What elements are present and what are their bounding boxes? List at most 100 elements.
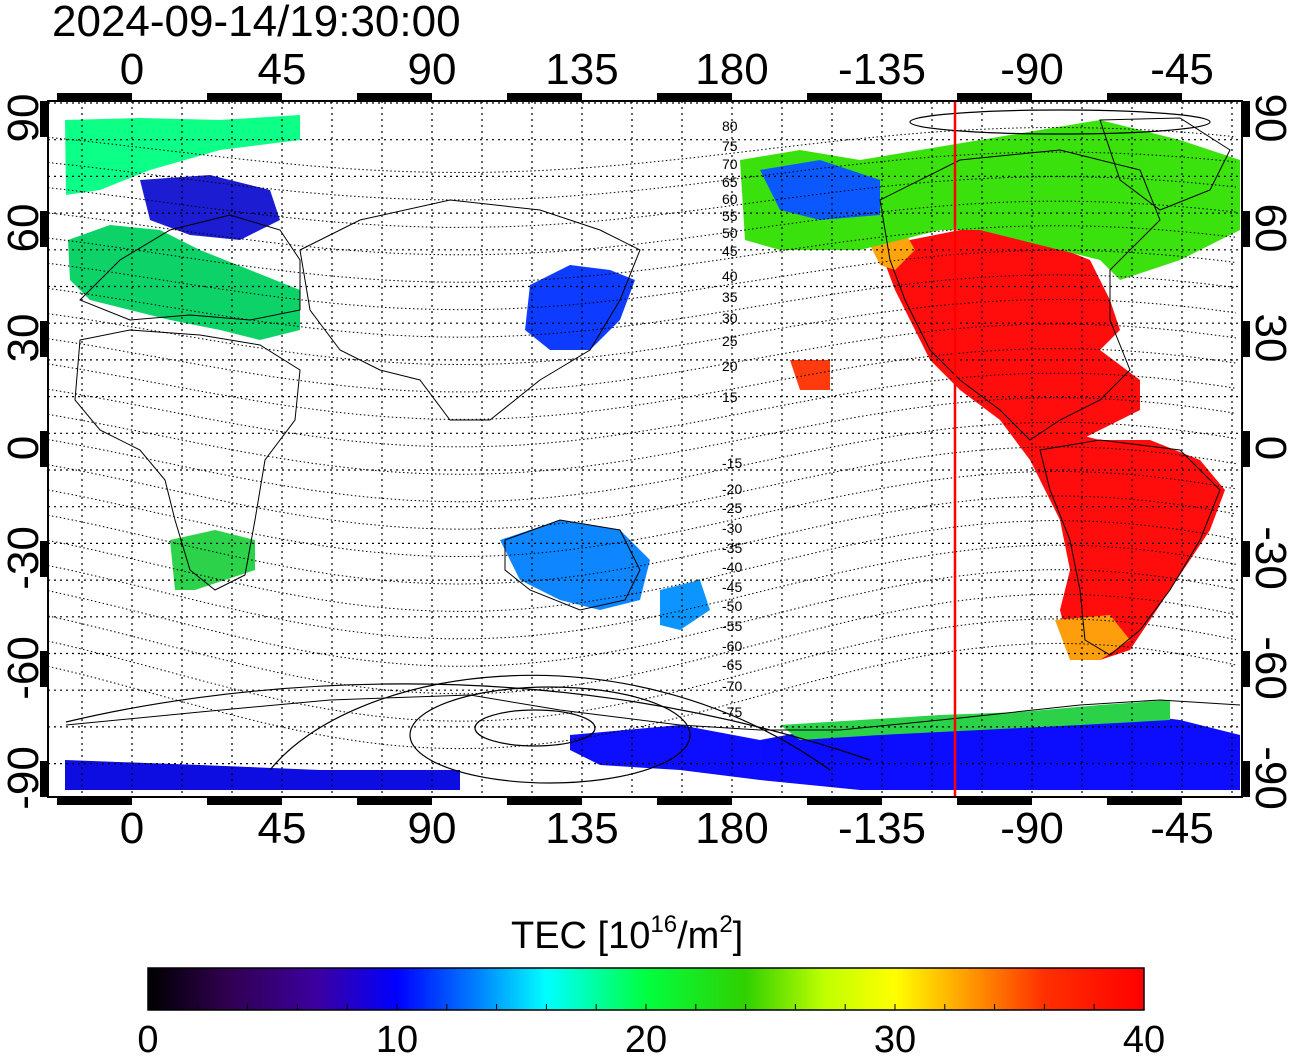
- right-bar: [1242, 101, 1250, 137]
- north-contour-ring: [909, 109, 1211, 135]
- south-pole-contours: [65, 109, 1211, 784]
- coastlines: [65, 117, 1241, 731]
- bottom-longitude-axis: 0 45 90 135 180 -135 -90 -45: [120, 804, 1214, 853]
- left-bar: [40, 651, 48, 687]
- top-bar: [357, 93, 432, 101]
- lon-tick-top: 0: [120, 45, 144, 94]
- colorbar-title: TEC [1016/m2]: [511, 911, 743, 957]
- right-bar: [1242, 431, 1250, 467]
- right-bar: [1242, 211, 1250, 247]
- contour-line: [48, 127, 1237, 173]
- lon-tick-top: -90: [1000, 45, 1064, 94]
- patagonia-tec: [1055, 615, 1130, 660]
- contour-label: -65: [722, 657, 742, 673]
- lon-tick-top: 135: [545, 45, 618, 94]
- left-bar: [40, 211, 48, 247]
- contour-label: 70: [722, 156, 738, 172]
- lat-tick-right: -60: [1246, 636, 1294, 700]
- contour-label: -70: [722, 678, 742, 694]
- colorbar-tick-label: 10: [376, 1019, 418, 1057]
- left-bar: [40, 321, 48, 357]
- contour-label: -15: [722, 455, 742, 471]
- map-frame: [40, 93, 1250, 805]
- greenland-outline: [1099, 117, 1231, 211]
- colorbar-tick-label: 40: [1123, 1019, 1165, 1057]
- lon-tick-bottom: 180: [695, 804, 768, 853]
- contour-label: 45: [722, 243, 738, 259]
- contour-ring-2: [409, 686, 691, 784]
- contour-line: [48, 151, 1237, 201]
- map-gridlines: [48, 101, 1242, 797]
- top-bar: [57, 93, 132, 101]
- contour-line: [48, 200, 1237, 256]
- asia-outline: [299, 199, 641, 421]
- lon-tick-top: -45: [1150, 45, 1214, 94]
- contour-line: [48, 421, 1237, 503]
- contour-line: [48, 471, 1237, 557]
- bottom-bar: [957, 797, 1032, 805]
- south-pole-tec: [65, 760, 460, 790]
- north-america-outline: [879, 149, 1161, 441]
- arctic-tec-band: [740, 120, 1240, 280]
- lon-tick-top: -135: [838, 45, 926, 94]
- north-america-tec: [880, 225, 1140, 460]
- left-bar: [40, 101, 48, 137]
- lon-tick-top: 180: [695, 45, 768, 94]
- lon-tick-bottom: 135: [545, 804, 618, 853]
- contour-label: -35: [722, 540, 742, 556]
- contour-line: [48, 249, 1237, 311]
- top-bar: [507, 93, 582, 101]
- lon-tick-bottom: -135: [838, 804, 926, 853]
- left-bar: [40, 431, 48, 467]
- contour-label: 55: [722, 208, 738, 224]
- contour-label: -55: [722, 618, 742, 634]
- right-bar: [1242, 761, 1250, 797]
- lat-tick-right: 90: [1246, 94, 1294, 143]
- contour-label: 15: [722, 389, 738, 405]
- bottom-bar: [657, 797, 732, 805]
- colorbar-tick-label: 30: [874, 1019, 916, 1057]
- contour-label: -50: [722, 598, 742, 614]
- left-bar: [40, 541, 48, 577]
- bottom-bar: [807, 797, 882, 805]
- contour-line: [48, 225, 1237, 283]
- right-bar: [1242, 321, 1250, 357]
- contour-label: -40: [722, 559, 742, 575]
- top-bar: [957, 93, 1032, 101]
- top-bar: [207, 93, 282, 101]
- australia-tec: [500, 520, 650, 610]
- contour-label: 20: [722, 358, 738, 374]
- lon-tick-top: 90: [408, 45, 457, 94]
- contour-label: 40: [722, 268, 738, 284]
- contour-label: -20: [722, 481, 742, 497]
- lon-tick-top: 45: [258, 45, 307, 94]
- contour-line: [48, 495, 1237, 585]
- colorbar-tick-label: 0: [137, 1019, 158, 1057]
- contour-line: [48, 520, 1237, 612]
- lat-tick-right: -30: [1246, 526, 1294, 590]
- colorbar-tick-label: 20: [625, 1019, 667, 1057]
- contour-ring-1: [474, 709, 596, 747]
- contour-line: [48, 446, 1237, 530]
- top-longitude-axis: 0 45 90 135 180 -135 -90 -45: [120, 45, 1214, 94]
- arctic-blue-patch: [760, 160, 880, 220]
- lon-tick-bottom: 90: [408, 804, 457, 853]
- contour-label: -25: [722, 500, 742, 516]
- contour-label: 35: [722, 289, 738, 305]
- bottom-bar: [207, 797, 282, 805]
- contour-label: 75: [722, 138, 738, 154]
- contour-line: [48, 397, 1237, 475]
- contour-line: [48, 593, 1237, 695]
- europe-outline: [79, 214, 301, 321]
- contour-label: 60: [722, 191, 738, 207]
- right-bar: [1242, 541, 1250, 577]
- lon-tick-bottom: -45: [1150, 804, 1214, 853]
- lon-tick-bottom: 0: [120, 804, 144, 853]
- left-bar: [40, 761, 48, 797]
- contour-label: 25: [722, 333, 738, 349]
- bottom-bar: [507, 797, 582, 805]
- lat-tick-right: 0: [1246, 436, 1294, 460]
